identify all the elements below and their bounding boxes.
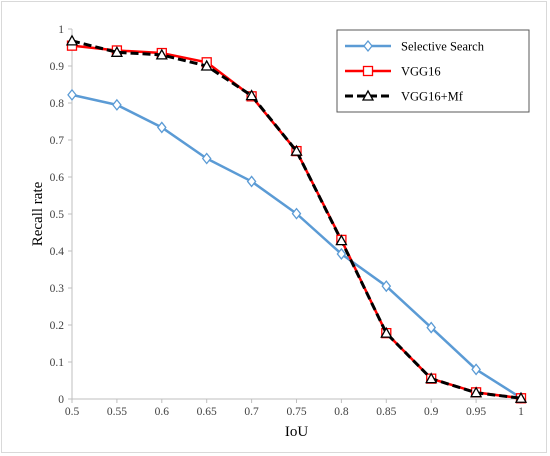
y-tick-label: 0.7: [50, 135, 65, 147]
legend: Selective Search VGG16 VGG16+Mf: [336, 29, 530, 113]
legend-label: VGG16: [401, 65, 441, 79]
y-tick-label: 0.5: [50, 209, 65, 221]
y-tick-label: 0.6: [50, 172, 65, 184]
y-tick-label: 0.9: [50, 61, 65, 73]
data-point: [245, 89, 258, 101]
series-vgg16-mf: [65, 34, 528, 403]
x-tick-label: 0.95: [466, 406, 486, 418]
legend-label: VGG16+Mf: [401, 90, 464, 104]
data-point: [335, 234, 348, 246]
x-tick-label: 1: [518, 406, 524, 418]
data-point: [155, 48, 168, 60]
x-tick-label: 0.85: [376, 406, 396, 418]
data-point: [336, 247, 347, 261]
x-tick-label: 0.7: [244, 406, 259, 418]
legend-label: Selective Search: [401, 40, 485, 54]
data-point: [469, 386, 483, 398]
data-point: [426, 321, 437, 334]
data-point: [381, 280, 392, 293]
data-point: [200, 59, 213, 71]
data-point: [201, 152, 212, 165]
data-point: [291, 207, 302, 220]
series-selective-search: [67, 88, 526, 404]
legend-swatch-marker: [363, 39, 373, 53]
y-tick-label: 0.8: [50, 98, 65, 110]
data-point: [514, 391, 528, 403]
series-line: [71, 39, 522, 400]
y-tick-label: 0.2: [50, 320, 65, 332]
x-tick-label: 0.5: [65, 406, 80, 418]
series-layer: [65, 34, 528, 404]
x-axis-title: IoU: [285, 424, 308, 440]
data-point: [156, 121, 167, 134]
data-point: [471, 363, 481, 376]
data-point: [65, 34, 79, 46]
data-point: [425, 372, 438, 384]
x-tick-label: 0.6: [155, 406, 170, 418]
y-tick-label: 0.1: [50, 357, 65, 369]
y-tick-label: 0.4: [50, 246, 65, 258]
y-tick-label: 0.3: [50, 283, 65, 295]
x-tick-label: 0.8: [334, 406, 349, 418]
data-point: [290, 144, 303, 156]
y-tick-label: 0: [58, 394, 64, 406]
x-tick-label: 0.75: [286, 406, 306, 418]
data-point: [380, 326, 393, 338]
data-point: [67, 88, 77, 101]
x-tick-label: 0.9: [424, 406, 439, 418]
y-tick-label: 1: [58, 24, 64, 36]
x-tick-label: 0.65: [197, 406, 217, 418]
legend-swatch-marker: [362, 65, 374, 77]
legend-swatch-marker: [361, 89, 375, 101]
x-tick-label: 0.55: [107, 406, 127, 418]
data-point: [110, 45, 124, 57]
data-point: [246, 175, 257, 188]
data-point: [112, 98, 122, 111]
series-line: [71, 93, 522, 399]
y-axis-title: Recall rate: [30, 181, 46, 246]
